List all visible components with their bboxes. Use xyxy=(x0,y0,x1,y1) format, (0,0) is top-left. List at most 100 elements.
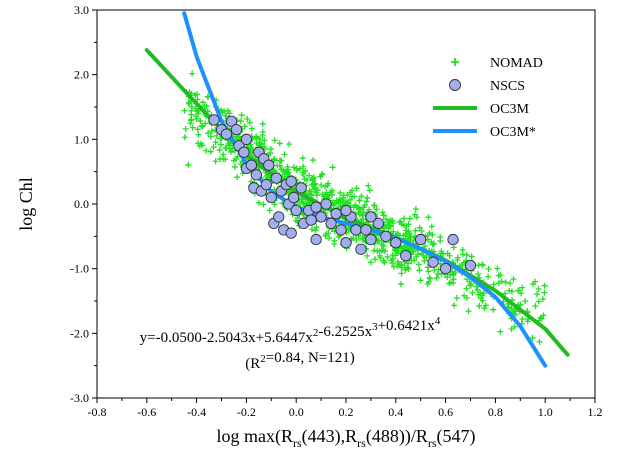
nomad-point xyxy=(199,99,206,106)
nomad-point xyxy=(519,284,526,291)
nomad-point xyxy=(290,164,297,171)
legend-item-nomad: NOMAD xyxy=(451,56,543,71)
nscs-point xyxy=(285,227,297,239)
nomad-point xyxy=(375,238,382,245)
x-tick-label: 0.8 xyxy=(488,405,503,419)
nscs-point xyxy=(208,114,220,126)
nomad-point xyxy=(404,264,411,271)
nscs-point xyxy=(400,250,412,262)
nomad-point xyxy=(469,289,476,296)
nomad-point xyxy=(299,155,306,162)
nscs-point xyxy=(263,159,275,171)
nomad-point xyxy=(223,145,230,152)
nomad-point xyxy=(344,192,351,199)
x-tick-label: 0.4 xyxy=(388,405,403,419)
x-axis-label: log max(Rrs(443),Rrs(488))/Rrs(547) xyxy=(216,426,475,450)
nscs-point xyxy=(285,175,297,188)
nomad-point xyxy=(276,140,283,147)
nomad-point xyxy=(519,316,526,323)
annotation: y=-0.0500-2.5043x+5.6447x2-6.2525x3+0.64… xyxy=(140,315,441,372)
nomad-point xyxy=(397,218,404,225)
nomad-point xyxy=(322,232,329,239)
nomad-point xyxy=(314,187,321,194)
nomad-point xyxy=(395,260,402,267)
nomad-point xyxy=(343,199,350,206)
nomad-point xyxy=(494,265,501,272)
nomad-point xyxy=(278,157,285,164)
y-tick-label: -2.0 xyxy=(70,326,89,340)
nomad-point xyxy=(308,226,315,233)
nomad-point xyxy=(370,202,377,209)
nomad-point xyxy=(416,267,423,274)
nomad-point xyxy=(502,279,509,286)
nomad-point xyxy=(310,157,317,164)
nomad-point xyxy=(181,134,188,141)
nomad-point xyxy=(331,200,338,207)
legend-circle-marker xyxy=(449,79,461,91)
nomad-point xyxy=(306,187,313,194)
nomad-point xyxy=(430,240,437,247)
nscs-point xyxy=(265,191,277,204)
nomad-point xyxy=(356,205,363,212)
nomad-point xyxy=(407,246,414,253)
nomad-point xyxy=(508,288,515,295)
nomad-point xyxy=(217,156,224,163)
nomad-point xyxy=(360,204,367,211)
nomad-point xyxy=(319,191,326,198)
nomad-point xyxy=(247,119,254,126)
nomad-point xyxy=(459,246,466,253)
axes: -0.8 -0.6 -0.4 -0.2 0.0 0.2 0.4 0.6 0.8 1.0 1.2 -3.… xyxy=(16,3,603,450)
nscs-point xyxy=(320,198,332,210)
nomad-point xyxy=(324,182,331,189)
nscs-point xyxy=(372,217,385,230)
nomad-point xyxy=(337,189,344,196)
legend-label: OC3M xyxy=(490,102,529,117)
nscs-point xyxy=(439,263,452,275)
nscs-point xyxy=(290,204,302,217)
nomad-point xyxy=(224,107,231,114)
nomad-point xyxy=(530,281,537,288)
nomad-point xyxy=(281,171,288,178)
nomad-point xyxy=(312,180,319,187)
y-tick-label: 1.0 xyxy=(74,132,89,146)
nomad-point xyxy=(418,227,425,234)
nomad-point xyxy=(364,252,371,259)
nomad-point xyxy=(182,125,189,132)
nomad-point xyxy=(329,164,336,171)
nomad-point xyxy=(346,196,353,203)
nomad-point xyxy=(534,291,541,298)
nomad-point xyxy=(415,251,422,258)
nomad-point xyxy=(424,264,431,271)
nomad-point xyxy=(485,266,492,273)
nomad-point xyxy=(495,280,502,287)
nomad-point xyxy=(260,201,267,208)
nscs-point xyxy=(340,204,352,217)
nomad-point xyxy=(350,204,357,211)
nomad-point xyxy=(255,199,262,206)
nomad-point xyxy=(380,242,387,249)
nomad-point xyxy=(284,163,291,170)
nomad-point xyxy=(365,182,372,189)
nomad-point xyxy=(313,224,320,231)
nomad-point xyxy=(389,252,396,259)
nomad-point xyxy=(327,189,334,196)
legend-item-nscs: NSCS xyxy=(449,79,525,94)
nomad-point xyxy=(479,261,486,268)
nomad-point xyxy=(372,256,379,263)
nomad-point xyxy=(212,158,219,165)
legend: NOMAD NSCS OC3M OC3M* xyxy=(433,56,543,140)
nscs-point xyxy=(260,178,272,191)
nomad-point xyxy=(281,151,288,158)
nomad-point xyxy=(213,132,220,139)
nomad-point xyxy=(238,112,245,119)
nscs-point xyxy=(447,233,459,246)
nomad-point xyxy=(274,162,281,169)
legend-label: NSCS xyxy=(490,79,525,94)
nomad-point xyxy=(450,276,457,283)
x-tick-label: -0.2 xyxy=(237,405,256,419)
nomad-point xyxy=(406,215,413,222)
y-tick-label: 0.0 xyxy=(74,197,89,211)
nomad-point xyxy=(185,161,192,168)
stats-text: (R2=0.84, N=121) xyxy=(245,350,355,372)
nomad-point xyxy=(408,257,415,264)
